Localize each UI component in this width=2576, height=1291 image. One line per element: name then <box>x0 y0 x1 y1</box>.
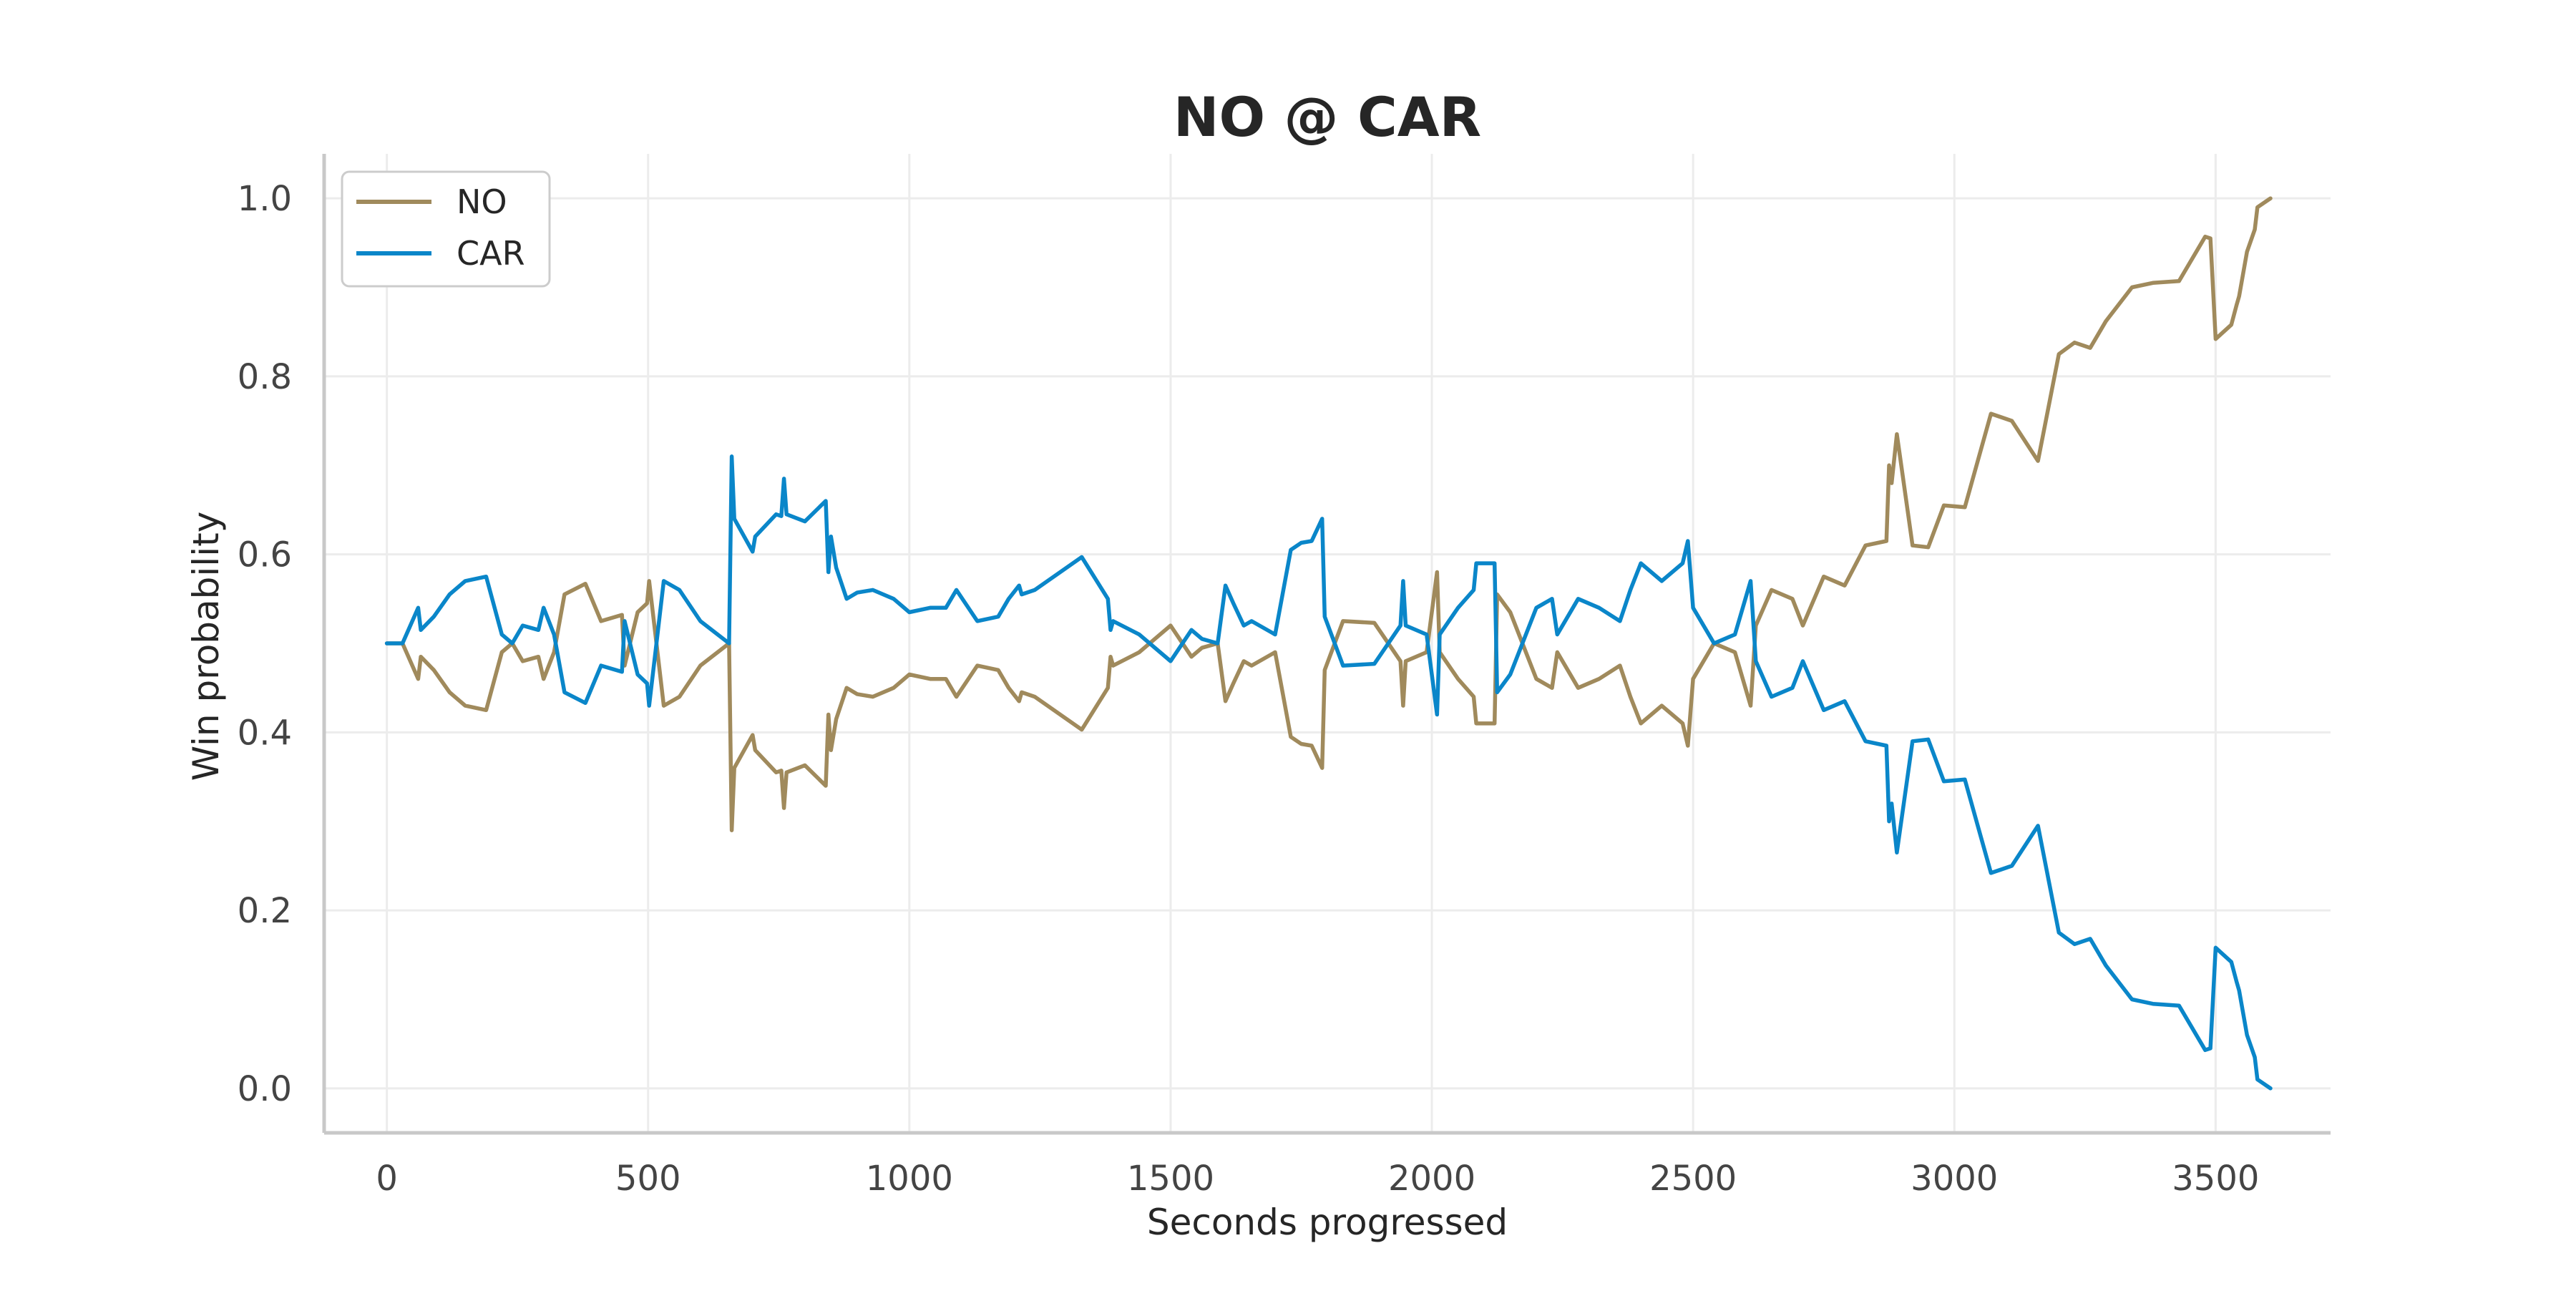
series-line-car <box>384 454 2273 1091</box>
x-axis-label: Seconds progressed <box>1147 1202 1508 1243</box>
x-tick-label: 1000 <box>866 1159 953 1199</box>
y-tick-label: 0.2 <box>238 891 292 931</box>
x-tick-label: 0 <box>376 1159 398 1199</box>
legend: NO CAR <box>341 170 551 288</box>
y-tick-label: 0.8 <box>238 357 292 397</box>
y-tick-label: 0.0 <box>238 1069 292 1109</box>
legend-entry-label: CAR <box>457 234 525 273</box>
x-tick-label: 1500 <box>1127 1159 1214 1199</box>
grid <box>324 154 2331 1133</box>
legend-entry-label: NO <box>457 182 507 221</box>
y-tick-label: 0.6 <box>238 535 292 575</box>
x-tick-label: 500 <box>615 1159 681 1199</box>
x-tick-label: 2500 <box>1649 1159 1737 1199</box>
y-tick-label: 1.0 <box>238 179 292 219</box>
y-axis-label: Win probability <box>185 512 227 781</box>
series-line-no <box>384 196 2273 832</box>
chart-title: NO @ CAR <box>1174 85 1481 149</box>
y-tick-label: 0.4 <box>238 713 292 753</box>
x-tick-label: 3000 <box>1911 1159 1998 1199</box>
series-lines <box>384 196 2273 1091</box>
axes: 0 500 1000 1500 2000 2500 3000 3500 0.0 0.2 0.4 0.6… <box>238 154 2331 1199</box>
x-tick-label: 3500 <box>2172 1159 2259 1199</box>
x-tick-label: 2000 <box>1388 1159 1475 1199</box>
